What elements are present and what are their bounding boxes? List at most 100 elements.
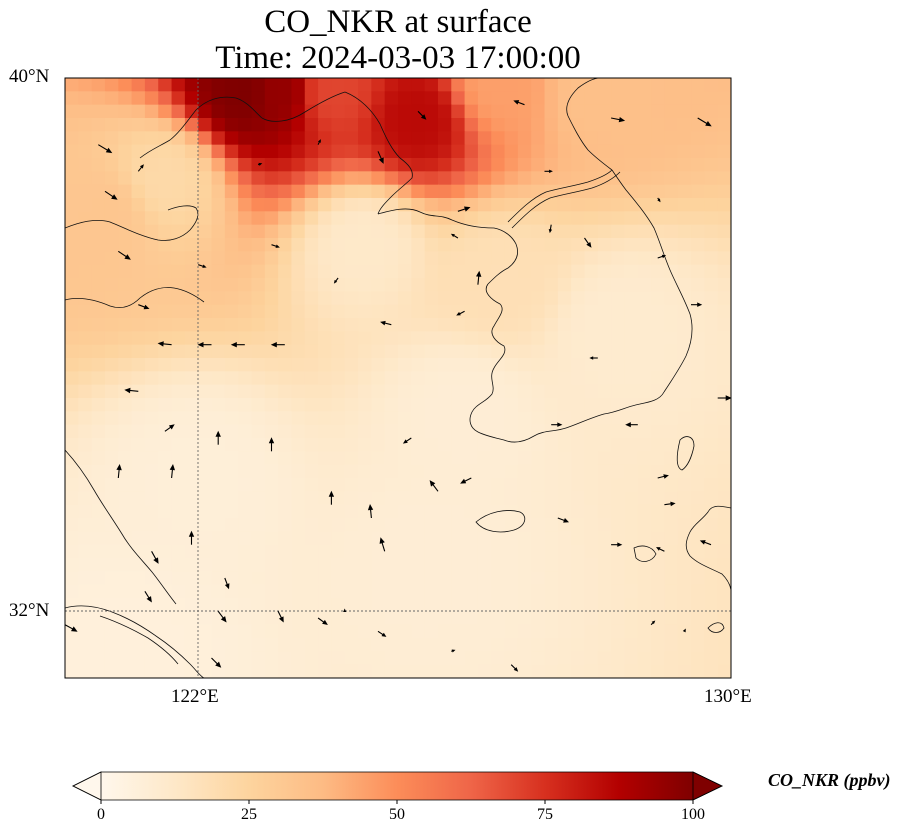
- field-cell: [118, 518, 133, 532]
- field-cell: [91, 198, 106, 212]
- field-cell: [571, 518, 586, 532]
- field-cell: [531, 78, 546, 92]
- field-cell: [65, 531, 79, 546]
- field-cell: [358, 144, 372, 159]
- field-cell: [504, 118, 519, 132]
- field-cell: [371, 91, 386, 106]
- field-cell: [504, 491, 519, 506]
- field-cell: [198, 264, 213, 279]
- field-cell: [304, 451, 319, 466]
- field-cell: [677, 451, 692, 466]
- field-cell: [118, 638, 133, 652]
- field-cell: [278, 358, 293, 372]
- field-cell: [398, 678, 412, 692]
- colorbar: [72, 771, 723, 804]
- field-cell: [118, 158, 133, 172]
- field-cell: [278, 531, 293, 546]
- field-cell: [238, 478, 253, 492]
- field-cell: [424, 118, 439, 132]
- field-cell: [477, 451, 492, 466]
- field-cell: [611, 78, 626, 92]
- field-cell: [358, 184, 372, 199]
- field-cell: [118, 571, 133, 586]
- field-cell: [424, 438, 439, 452]
- field-cell: [171, 251, 186, 266]
- field-cell: [517, 251, 532, 266]
- field-cell: [411, 598, 426, 612]
- field-cell: [664, 478, 679, 492]
- field-cell: [184, 558, 199, 572]
- field-cell: [371, 411, 386, 426]
- field-cell: [251, 504, 266, 519]
- field-cell: [291, 104, 306, 119]
- field-cell: [104, 438, 119, 452]
- field-cell: [491, 518, 506, 532]
- field-cell: [517, 104, 532, 119]
- field-cell: [437, 318, 452, 332]
- field-cell: [238, 571, 253, 586]
- field-cell: [717, 331, 731, 346]
- field-cell: [477, 158, 492, 172]
- field-cell: [464, 211, 479, 226]
- field-cell: [318, 91, 332, 106]
- field-cell: [65, 371, 79, 386]
- field-cell: [171, 518, 186, 532]
- field-cell: [691, 678, 705, 692]
- field-cell: [264, 264, 279, 279]
- field-cell: [477, 264, 492, 279]
- field-cell: [517, 91, 532, 106]
- field-cell: [238, 118, 253, 132]
- field-cell: [691, 478, 705, 492]
- field-cell: [118, 144, 133, 159]
- field-cell: [278, 304, 293, 319]
- wind-arrow: [379, 537, 386, 552]
- field-cell: [677, 158, 692, 172]
- field-cell: [131, 584, 146, 599]
- field-cell: [557, 531, 572, 546]
- field-cell: [78, 464, 93, 479]
- field-cell: [477, 424, 492, 439]
- field-cell: [264, 478, 279, 492]
- field-cell: [131, 651, 146, 666]
- field-cell: [504, 291, 519, 306]
- field-cell: [318, 544, 332, 559]
- field-cell: [118, 464, 133, 479]
- field-cell: [664, 638, 679, 652]
- field-cell: [104, 238, 119, 252]
- field-cell: [517, 424, 532, 439]
- field-cell: [677, 304, 692, 319]
- field-cell: [211, 118, 226, 132]
- field-cell: [437, 144, 452, 159]
- field-cell: [344, 531, 359, 546]
- field-cell: [611, 184, 626, 199]
- wind-arrow: [377, 630, 387, 637]
- coastline-bohai-north: [139, 91, 346, 159]
- field-cell: [504, 504, 519, 519]
- field-cell: [411, 464, 426, 479]
- field-cell: [398, 464, 412, 479]
- field-cell: [371, 504, 386, 519]
- field-cell: [664, 344, 679, 359]
- field-cell: [584, 238, 599, 252]
- field-cell: [171, 384, 186, 399]
- field-cell: [238, 544, 253, 559]
- field-cell: [624, 184, 639, 199]
- field-cell: [544, 638, 559, 652]
- field-cell: [704, 584, 719, 599]
- field-cell: [278, 131, 293, 146]
- field-cell: [664, 598, 679, 612]
- field-cell: [437, 478, 452, 492]
- field-cell: [104, 118, 119, 132]
- field-cell: [651, 238, 665, 252]
- field-cell: [331, 344, 346, 359]
- field-cell: [517, 531, 532, 546]
- coastline-korea-west: [469, 283, 506, 441]
- field-cell: [557, 238, 572, 252]
- field-cell: [557, 104, 572, 119]
- field-cell: [371, 464, 386, 479]
- field-cell: [451, 158, 466, 172]
- wind-arrow: [137, 164, 144, 172]
- field-cell: [637, 278, 652, 292]
- field-cell: [491, 558, 506, 572]
- field-cell: [144, 464, 159, 479]
